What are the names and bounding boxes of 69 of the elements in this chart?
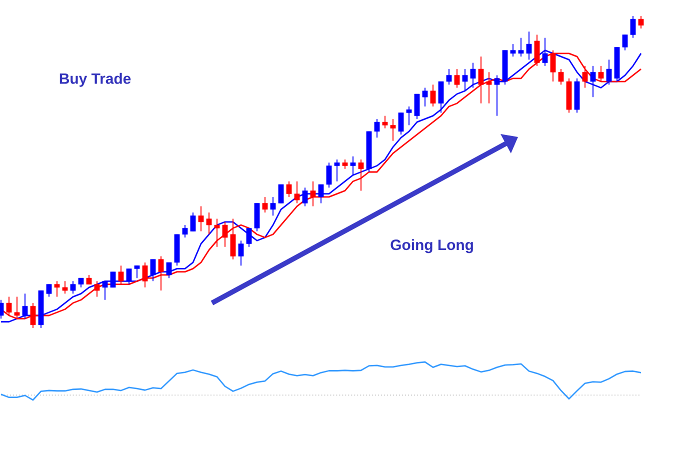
candlestick [430,84,436,107]
candlestick [166,262,172,279]
candlestick [222,221,228,248]
candlestick [102,280,108,300]
candlestick [630,15,636,38]
candlestick [398,112,404,136]
candlestick [518,37,524,58]
candlestick [342,159,348,170]
candlestick [190,212,196,232]
candlestick [478,56,484,104]
candlestick [142,262,148,288]
candlestick [406,106,412,126]
candlestick [326,162,332,188]
candlestick [350,156,356,176]
candlestick [390,118,396,142]
candlestick [238,240,244,266]
candlestick [150,258,156,282]
candlestick [334,159,340,182]
candlestick [606,59,612,86]
candlestick [262,196,268,214]
candlestick [310,180,316,207]
annotation: Buy Trade [60,72,131,87]
candlestick [54,280,60,298]
candlestick [198,206,204,232]
candlestick [318,184,324,204]
candlestick [134,265,140,279]
candlestick [590,65,596,98]
candlestick [86,274,92,285]
candlestick [374,118,380,138]
candlestick [230,218,236,260]
candlestick [22,293,28,320]
candlestick [270,196,276,216]
candlestick [526,31,532,60]
candlestick [294,180,300,204]
candlestick [126,268,132,285]
candlestick [446,68,452,86]
candlestick [358,159,364,192]
candlestick [214,218,220,248]
annotation: Going Long [390,239,473,254]
candlestick [182,224,188,238]
candlestick [462,68,468,92]
candlestick [70,280,76,294]
candlestick [94,280,100,298]
candlestick [46,284,52,298]
candlestick [510,44,516,58]
candlestick [598,65,604,82]
candlestick [110,271,116,288]
candlestick [158,256,164,292]
candlestick [582,65,588,88]
candlestick [206,212,212,235]
candlestick [638,15,644,29]
candlestick [438,81,444,114]
candlestick [622,34,628,51]
candlestick [414,93,420,120]
candlestick [246,228,252,248]
candlestick [486,72,492,104]
candlestick [494,74,500,116]
candlestick [558,68,564,86]
candlestick [118,265,124,285]
candlestick [422,87,428,107]
candlestick [62,280,68,294]
candlestick [278,184,284,204]
candlestick [454,68,460,88]
candlestick [78,278,84,288]
candlestick [470,62,476,88]
candlestick [382,115,388,129]
candlestick [6,296,12,316]
candlestick [286,180,292,198]
candlestick [302,187,308,207]
